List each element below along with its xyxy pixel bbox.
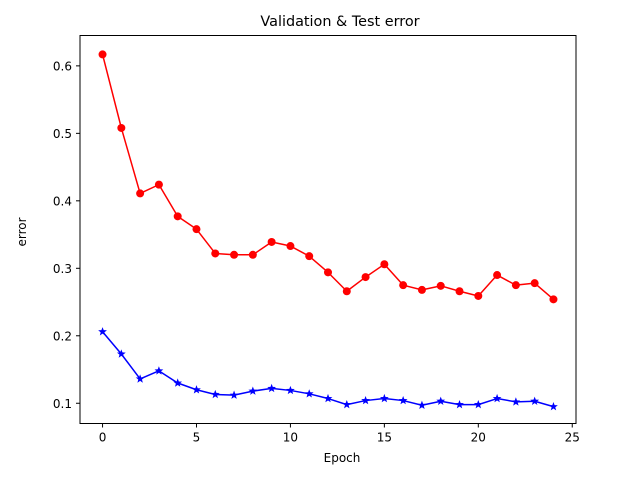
data-point: [136, 189, 145, 198]
data-point-star: [192, 385, 201, 394]
data-point: [436, 281, 445, 290]
series-1: [98, 50, 558, 304]
x-axis-label: Epoch: [324, 451, 361, 465]
data-point-star: [154, 366, 164, 375]
data-point: [361, 273, 370, 282]
data-point: [530, 279, 539, 288]
data-point-star: [492, 393, 502, 403]
data-point-star: [436, 396, 446, 405]
data-point: [211, 249, 220, 258]
x-tick-label: 20: [471, 431, 486, 445]
x-tick-label: 5: [193, 431, 201, 445]
data-point: [342, 287, 351, 296]
x-tick-label: 25: [565, 431, 580, 445]
series-2: [98, 327, 558, 411]
data-point-star: [417, 400, 427, 409]
y-tick-label: 0.4: [53, 194, 72, 208]
data-point-star: [286, 385, 295, 395]
y-tick-label: 0.3: [53, 262, 72, 276]
data-point-star: [210, 389, 220, 399]
data-point: [173, 212, 182, 221]
y-axis-label: error: [15, 217, 29, 246]
data-point: [399, 281, 408, 290]
data-point-star: [455, 400, 464, 409]
data-point-star: [549, 402, 558, 411]
y-tick-label: 0.1: [53, 397, 72, 411]
data-point: [98, 50, 107, 59]
x-tick-label: 0: [99, 431, 107, 445]
data-point-star: [473, 400, 483, 409]
data-point: [267, 237, 276, 246]
data-point-star: [379, 393, 389, 403]
data-point: [230, 250, 239, 259]
data-point-star: [342, 400, 352, 409]
data-point-star: [323, 393, 333, 403]
data-point: [117, 123, 126, 132]
chart-title: Validation & Test error: [260, 14, 419, 30]
data-point: [417, 285, 426, 294]
data-point-star: [135, 374, 145, 383]
data-point: [474, 291, 483, 300]
data-point-star: [361, 395, 370, 405]
y-tick-label: 0.6: [53, 59, 72, 73]
data-point-star: [511, 397, 521, 406]
plot-series: [98, 50, 558, 411]
data-point: [248, 250, 257, 259]
data-point-star: [398, 395, 408, 405]
data-point-star: [248, 386, 258, 395]
data-point: [549, 295, 558, 304]
x-tick-label: 10: [283, 431, 298, 445]
data-point-star: [267, 383, 277, 393]
data-point-star: [530, 396, 540, 405]
plot-area-frame: [79, 35, 577, 424]
series-line: [101, 54, 554, 300]
data-point: [511, 281, 520, 290]
y-tick-label: 0.2: [53, 329, 72, 343]
data-point-star: [116, 349, 126, 358]
y-tick-label: 0.5: [53, 127, 72, 141]
x-tick-label: 15: [377, 431, 392, 445]
data-point-star: [304, 389, 314, 398]
axis-ticks: 0 5 10 15 20 25 0.1 0.2 0.3 0.4 0.5 0.6: [53, 59, 580, 444]
data-point: [286, 242, 295, 251]
data-point-star: [173, 378, 183, 387]
data-point: [380, 260, 389, 269]
data-point: [192, 225, 201, 234]
data-point: [305, 252, 314, 261]
data-point: [324, 268, 332, 277]
data-point: [455, 287, 464, 296]
data-point-star: [98, 327, 107, 336]
data-point: [493, 271, 502, 280]
data-point-star: [229, 390, 239, 399]
data-point: [154, 180, 163, 189]
